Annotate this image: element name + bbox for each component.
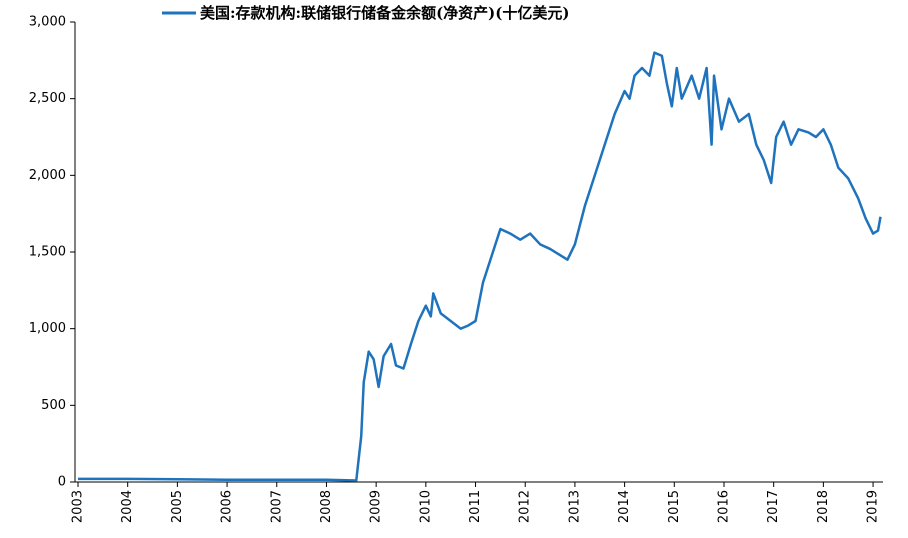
x-tick-label: 2014 [617,490,632,523]
x-tick-label: 2011 [468,490,483,523]
x-tick-label: 2008 [319,490,334,523]
y-tick-label: 1,500 [29,245,66,260]
x-tick-label: 2010 [418,490,433,523]
y-tick-label: 500 [41,398,66,413]
y-tick-label: 3,000 [29,15,66,30]
x-tick-label: 2012 [518,490,533,523]
x-tick-label: 2013 [567,490,582,523]
x-tick-label: 2016 [716,490,731,523]
y-tick-label: 0 [58,475,66,490]
x-tick-label: 2009 [369,490,384,523]
x-tick-label: 2017 [766,490,781,523]
x-tick-label: 2006 [220,490,235,523]
x-tick-label: 2015 [667,490,682,523]
x-tick-label: 2018 [816,490,831,523]
legend-text: 美国:存款机构:联储银行储备金余额(净资产)(十亿美元) [200,4,569,22]
data-line [78,51,882,482]
x-tick-label: 2007 [269,490,284,523]
y-tick-label: 1,000 [29,321,66,336]
x-tick-label: 2019 [866,490,881,523]
x-tick-label: 2005 [170,490,185,523]
y-tick-label: 2,500 [29,91,66,106]
x-tick-label: 2004 [120,490,135,523]
y-tick-label: 2,000 [29,168,66,183]
x-tick-label: 2003 [71,490,86,523]
